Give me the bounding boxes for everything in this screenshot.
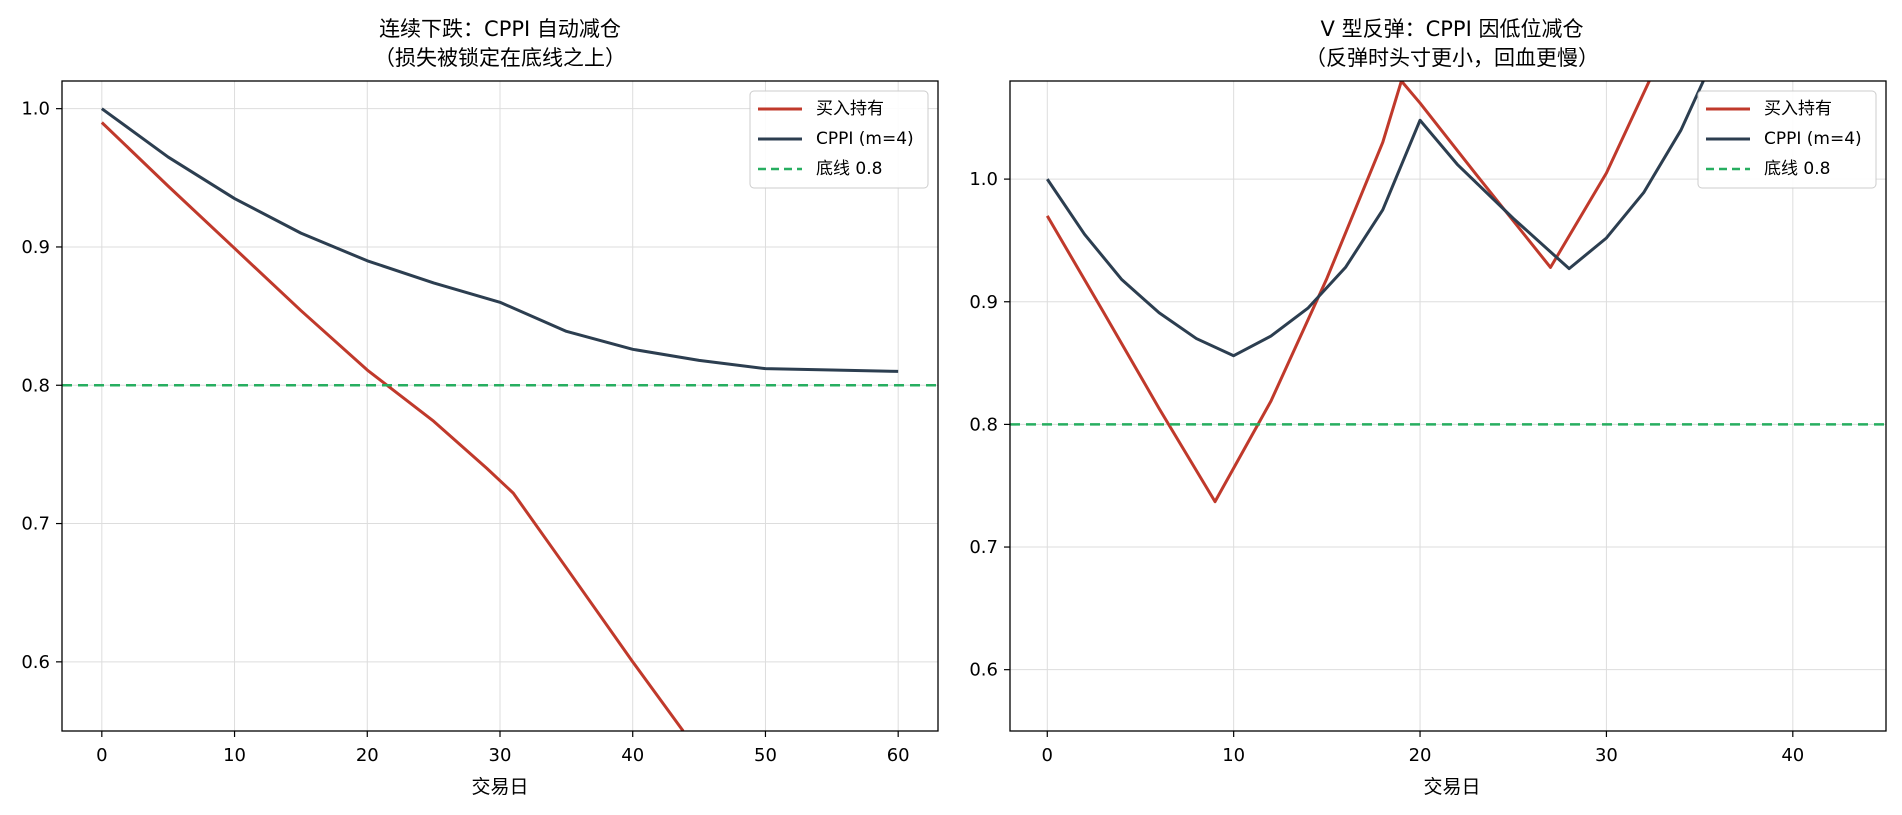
plot-frame [1009, 80, 1887, 732]
y-tick-label: 0.6 [969, 660, 998, 681]
legend-label-cppi: CPPI (m=4) [816, 129, 914, 149]
x-tick-label: 20 [356, 745, 379, 766]
legend-label-cppi: CPPI (m=4) [1764, 129, 1862, 149]
y-tick-label: 0.6 [21, 652, 50, 673]
x-axis-label: 交易日 [471, 776, 528, 798]
legend-box [1697, 90, 1877, 189]
x-axis-label: 交易日 [1423, 776, 1480, 798]
x-tick-label: 40 [621, 745, 644, 766]
panel-left: 0 10 20 30 40 50 60 0.6 0.7 0.8 0.9 1.0 连续下跌：CPPI 自… [21, 17, 939, 798]
legend-label-buy-hold: 买入持有 [816, 99, 884, 119]
series-line-buy-hold [100, 121, 685, 731]
legend-label-floor: 底线 0.8 [1764, 159, 1830, 179]
x-tick-label: 60 [887, 745, 910, 766]
x-tick-label: 10 [223, 745, 246, 766]
x-tick-label: 0 [96, 745, 107, 766]
series-line-buy-hold [1045, 81, 1651, 504]
series-lines [1010, 81, 1886, 504]
y-tick-label: 0.9 [969, 292, 998, 313]
legend-label-floor: 底线 0.8 [816, 159, 882, 179]
x-tick-label: 10 [1222, 745, 1245, 766]
series-line-cppi [100, 107, 899, 373]
legend-label-buy-hold: 买入持有 [1764, 99, 1832, 119]
y-tick-label: 1.0 [969, 169, 998, 190]
x-tick-label: 30 [1595, 745, 1618, 766]
y-tick-label: 0.7 [21, 514, 50, 535]
series-line-cppi [1046, 81, 1705, 358]
series-lines [62, 107, 938, 731]
y-tick-label: 0.8 [21, 375, 50, 396]
y-tick-label: 0.8 [969, 414, 998, 435]
x-tick-label: 30 [489, 745, 512, 766]
legend: 买入持有 CPPI (m=4) 底线 0.8 [1697, 90, 1877, 189]
chart-title-line2: （反弹时头寸更小，回血更慢） [1305, 46, 1599, 70]
chart-title-line1: 连续下跌：CPPI 自动减仓 [379, 17, 621, 41]
chart-title-line2: （损失被锁定在底线之上） [374, 46, 626, 70]
y-tick-label: 1.0 [21, 99, 50, 120]
panel-right: 0 10 20 30 40 0.6 0.7 0.8 0.9 1.0 V 型反弹：CPPI 因低位减… [969, 17, 1887, 798]
x-tick-label: 0 [1042, 745, 1053, 766]
chart-title-line1: V 型反弹：CPPI 因低位减仓 [1321, 17, 1584, 41]
x-tick-label: 20 [1409, 745, 1432, 766]
x-tick-label: 40 [1781, 745, 1804, 766]
y-tick-label: 0.7 [969, 537, 998, 558]
y-tick-label: 0.9 [21, 237, 50, 258]
x-tick-label: 50 [754, 745, 777, 766]
legend-box [749, 90, 929, 189]
legend: 买入持有 CPPI (m=4) 底线 0.8 [749, 90, 929, 189]
